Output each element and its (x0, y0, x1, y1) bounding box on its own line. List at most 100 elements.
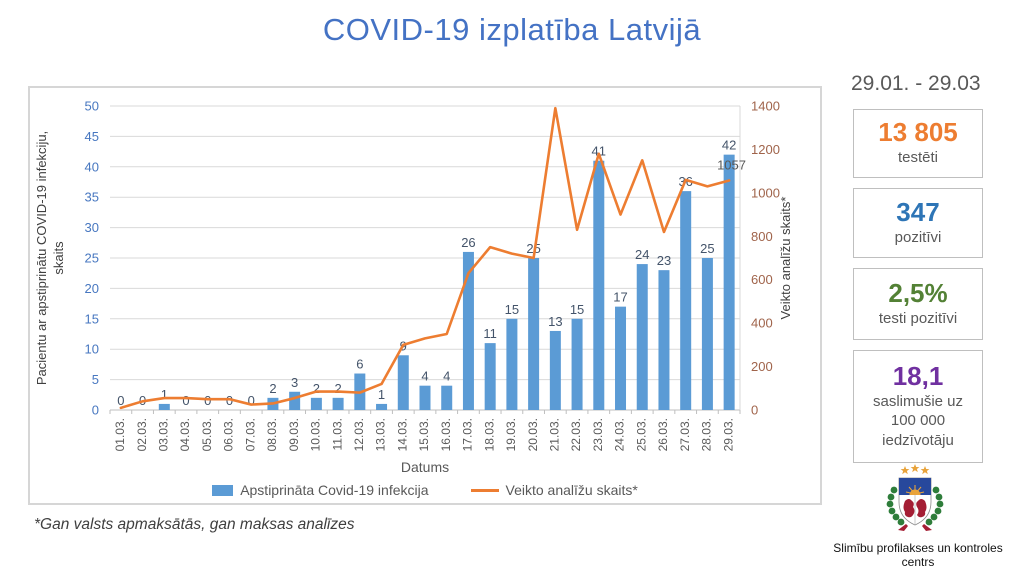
bar-data-label: 25 (526, 241, 540, 256)
bar-data-label: 6 (356, 357, 363, 372)
stat-label-incidence: saslimušie uz 100 000 iedzīvotāju (872, 392, 964, 449)
x-axis-category-label: 08.03. (265, 418, 279, 451)
stat-value-tested: 13 805 (878, 117, 958, 148)
bar-data-label: 2 (269, 381, 276, 396)
logo-caption: Slimību profilakses un kontroles centrs (833, 541, 1003, 569)
bar-data-label: 0 (182, 393, 189, 408)
left-axis-tick-label: 45 (85, 129, 99, 144)
x-axis-category-label: 13.03. (374, 418, 388, 451)
x-axis-category-label: 21.03. (548, 418, 562, 451)
bar-series-swatch-icon (212, 484, 234, 496)
x-axis-category-label: 02.03. (135, 418, 149, 451)
stat-value-positive: 347 (896, 196, 940, 227)
line-series-swatch-icon (470, 488, 499, 492)
bar (723, 154, 735, 410)
right-axis-title: Veikto analīžu skaits* (778, 197, 793, 320)
bar-data-label: 26 (461, 235, 475, 250)
x-axis-category-label: 05.03. (200, 418, 214, 451)
right-axis-tick-label: 400 (751, 316, 773, 331)
bar-data-label: 2 (313, 381, 320, 396)
stat-box-tested: 13 805 testēti (853, 109, 983, 178)
bar-data-label: 4 (421, 369, 428, 384)
bar (506, 318, 518, 410)
shield-icon (898, 477, 932, 526)
bar (158, 403, 170, 410)
lion-icon (903, 499, 915, 518)
footnote: *Gan valsts apmaksātās, gan maksas analī… (34, 516, 355, 533)
x-axis-category-label: 10.03. (309, 418, 323, 451)
stars-icon (900, 464, 930, 475)
bar-data-label: 4 (443, 369, 450, 384)
x-axis-category-label: 25.03. (634, 418, 648, 451)
chart-frame: 0 5 10 15 20 25 30 35 40 45 50 0 200 400 600 800 1000 120… (28, 86, 822, 505)
stat-box-positive: 347 pozitīvi (853, 188, 983, 258)
bar-data-label: 42 (722, 138, 736, 153)
right-axis-tick-label: 0 (751, 403, 758, 418)
x-axis-category-label: 09.03. (287, 418, 301, 451)
chart-legend: Apstiprināta Covid-19 infekcija Veikto a… (30, 482, 820, 498)
right-axis-tick-label: 1000 (751, 185, 780, 200)
x-axis-category-label: 23.03. (591, 418, 605, 451)
left-axis-tick-label: 0 (92, 403, 99, 418)
legend-label-line-series: Veikto analīžu skaits* (505, 482, 638, 498)
page-title: COVID-19 izplatība Latvijā (322, 12, 702, 47)
bar (528, 258, 540, 410)
bar-data-label: 17 (613, 290, 627, 305)
left-axis-title-line2: skaits (51, 241, 66, 275)
right-axis-tick-label: 1400 (751, 99, 780, 114)
left-axis-tick-label: 50 (85, 99, 99, 114)
x-axis-category-label: 18.03. (482, 418, 496, 451)
stat-box-positive-rate: 2,5% testi pozitīvi (853, 268, 983, 340)
x-axis-category-label: 16.03. (439, 418, 453, 451)
bar-data-label: 23 (657, 253, 671, 268)
right-axis-tick-label: 200 (751, 359, 773, 374)
analyses-line (119, 106, 731, 410)
bar (636, 264, 648, 410)
legend-item-line-series: Veikto analīžu skaits* (470, 482, 638, 498)
bar-data-label: 1 (378, 387, 385, 402)
x-axis-category-label: 29.03. (721, 418, 735, 451)
bar (310, 397, 322, 410)
x-axis-category-label: 24.03. (613, 418, 627, 451)
stat-value-incidence: 18,1 (892, 360, 944, 391)
bar (680, 191, 692, 410)
x-axis-category-label: 01.03. (113, 418, 127, 451)
coat-of-arms-logo (886, 464, 944, 531)
bar (376, 403, 388, 410)
bar (484, 343, 496, 410)
bar-data-label: 0 (204, 393, 211, 408)
x-axis-category-label: 28.03. (700, 418, 714, 451)
bar (701, 258, 713, 410)
bar-data-label: 15 (505, 302, 519, 317)
x-axis-category-label: 04.03. (178, 418, 192, 451)
x-axis-category-label: 11.03. (330, 418, 344, 450)
bar-data-label: 24 (635, 247, 649, 262)
combo-chart: 0510152025303540455002004006008001000120… (34, 99, 793, 476)
x-axis-category-label: 14.03. (395, 418, 409, 451)
stat-value-positive-rate: 2,5% (888, 277, 948, 308)
bar (593, 160, 605, 410)
bar-data-label: 13 (548, 314, 562, 329)
bar-data-label: 11 (483, 326, 497, 341)
right-axis-tick-label: 1200 (751, 142, 780, 157)
bar (658, 270, 670, 410)
bar-data-label: 0 (226, 393, 233, 408)
bar-data-label: 25 (700, 241, 714, 256)
stat-box-incidence: 18,1 saslimušie uz 100 000 iedzīvotāju (853, 350, 983, 463)
right-axis-tick-label: 600 (751, 272, 773, 287)
x-axis-category-label: 03.03. (156, 418, 170, 451)
bar-data-label: 1 (161, 387, 168, 402)
bar-data-label: 3 (291, 375, 298, 390)
x-axis-category-label: 17.03. (461, 418, 475, 451)
oak-branches-icon (886, 486, 944, 526)
left-axis-tick-label: 35 (85, 190, 99, 205)
stat-label-positive-rate: testi pozitīvi (878, 309, 958, 327)
period-label: 29.01. - 29.03 (851, 72, 981, 95)
ribbon-icon (898, 524, 932, 531)
right-axis-tick-label: 800 (751, 229, 773, 244)
x-axis-category-label: 20.03. (526, 418, 540, 451)
bar-data-label: 41 (592, 144, 606, 159)
bar (549, 330, 561, 410)
stat-label-tested: testēti (897, 149, 939, 167)
legend-item-bar-series: Apstiprināta Covid-19 infekcija (212, 482, 429, 498)
